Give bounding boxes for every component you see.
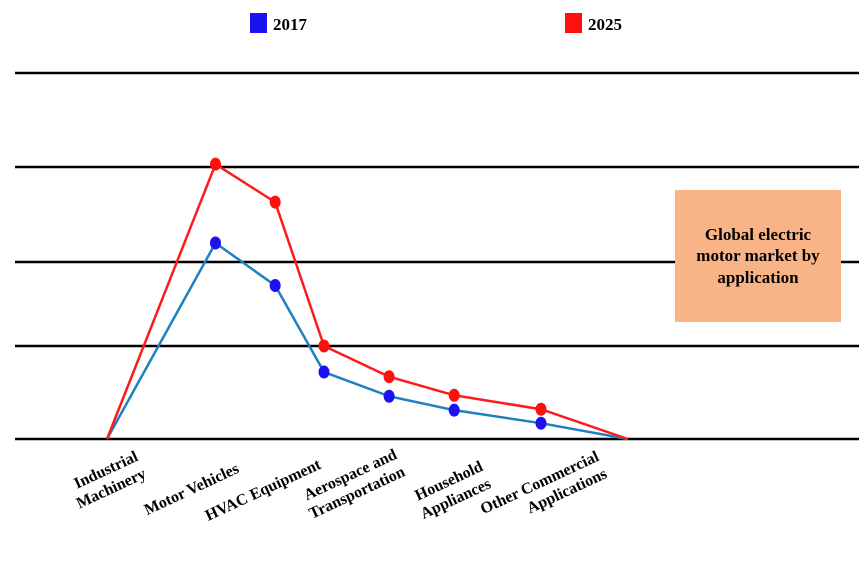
data-point-2017-3 (318, 365, 330, 379)
category-label-0: IndustrialMachinery (66, 448, 149, 512)
data-point-2017-6 (535, 416, 547, 430)
legend-label-2017: 2017 (273, 15, 308, 34)
series-group (105, 157, 629, 441)
data-point-2025-4 (383, 370, 395, 384)
data-point-2025-3 (318, 339, 330, 353)
data-point-2017-4 (383, 389, 395, 403)
annotation-text: Global electric motor market by applicat… (696, 224, 819, 288)
data-point-2017-2 (269, 279, 281, 293)
annotation-line-3: application (717, 267, 799, 287)
category-label-5: Other CommercialApplications (478, 448, 610, 535)
legend: 2017 2025 (250, 13, 622, 34)
series-line-2025 (105, 162, 629, 441)
data-point-2017-1 (210, 236, 221, 250)
gridlines (15, 71, 859, 441)
legend-swatch-2017 (250, 13, 267, 33)
annotation-line-1: Global electric (704, 225, 812, 245)
data-point-2017-5 (448, 403, 460, 417)
data-point-2025-5 (448, 388, 460, 402)
legend-label-2025: 2025 (588, 15, 622, 34)
category-label-4: HouseholdAppliances (410, 458, 494, 523)
data-point-2025-6 (535, 402, 547, 416)
series-line-2017 (105, 241, 629, 441)
data-point-2025-1 (210, 157, 221, 171)
legend-swatch-2025 (565, 13, 582, 33)
annotation-box: Global electric motor market by applicat… (675, 190, 841, 322)
data-point-2025-2 (269, 195, 281, 209)
annotation-line-2: motor market by (696, 246, 820, 266)
